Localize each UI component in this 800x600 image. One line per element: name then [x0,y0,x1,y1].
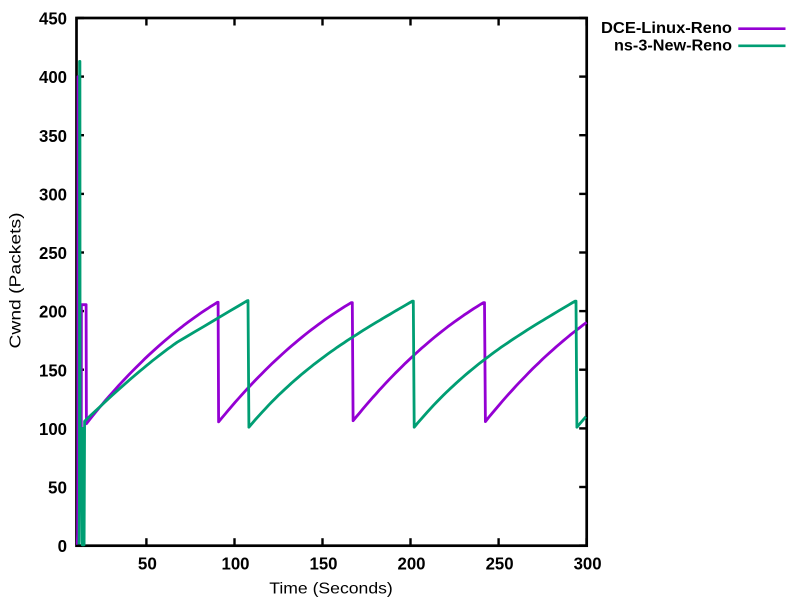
svg-text:Time (Seconds): Time (Seconds) [269,581,393,598]
svg-text:150: 150 [310,554,338,574]
svg-text:400: 400 [39,67,67,87]
svg-text:DCE-Linux-Reno: DCE-Linux-Reno [601,20,732,37]
svg-text:200: 200 [398,554,426,574]
svg-text:350: 350 [39,126,67,146]
svg-text:100: 100 [222,554,250,574]
svg-text:Cwnd (Packets): Cwnd (Packets) [8,213,25,349]
svg-text:ns-3-New-Reno: ns-3-New-Reno [614,38,732,55]
svg-text:0: 0 [58,536,68,556]
svg-text:50: 50 [138,554,157,574]
svg-text:300: 300 [39,185,67,205]
svg-text:300: 300 [574,554,602,574]
svg-text:50: 50 [48,478,67,498]
svg-text:150: 150 [39,360,67,380]
svg-text:250: 250 [486,554,514,574]
svg-text:100: 100 [39,419,67,439]
svg-text:250: 250 [39,243,67,263]
svg-text:200: 200 [39,302,67,322]
svg-text:450: 450 [39,9,67,29]
